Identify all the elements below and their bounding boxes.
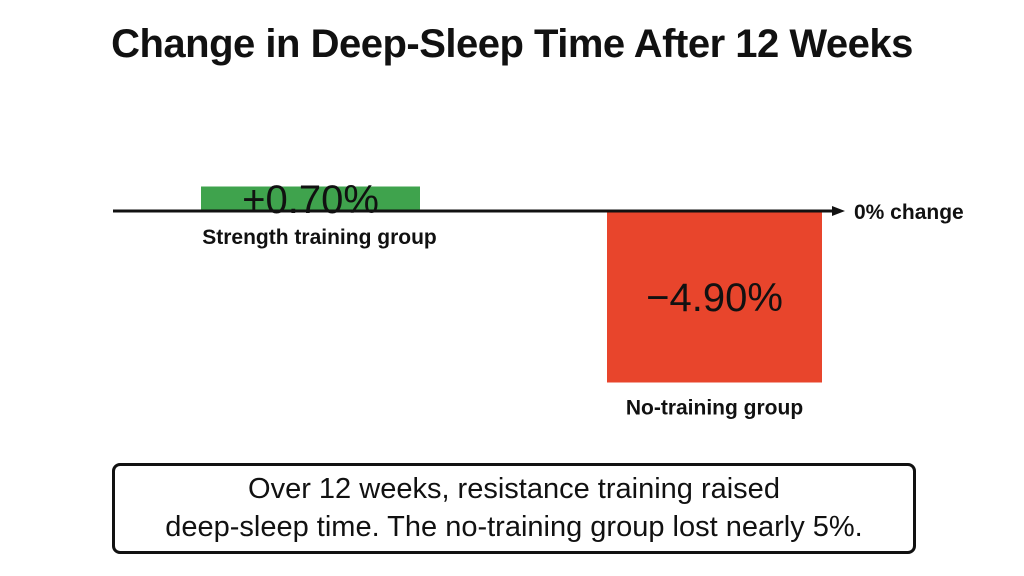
zero-line-label: 0% change: [854, 201, 964, 224]
category-label-no-training: No-training group: [626, 397, 803, 420]
bar-no-training: [607, 211, 822, 383]
summary-note-line-1: Over 12 weeks, resistance training raise…: [248, 473, 780, 506]
baseline-arrow-icon: [832, 206, 845, 216]
summary-note-box: Over 12 weeks, resistance training raise…: [112, 463, 916, 554]
data-label-no-training: −4.90%: [646, 276, 783, 320]
bar-strength-training: [201, 186, 420, 211]
chart-title: Change in Deep-Sleep Time After 12 Weeks: [111, 22, 913, 66]
data-label-strength-training: +0.70%: [242, 178, 379, 222]
summary-note-line-2: deep-sleep time. The no-training group l…: [165, 510, 863, 543]
category-label-strength-training: Strength training group: [202, 226, 436, 249]
